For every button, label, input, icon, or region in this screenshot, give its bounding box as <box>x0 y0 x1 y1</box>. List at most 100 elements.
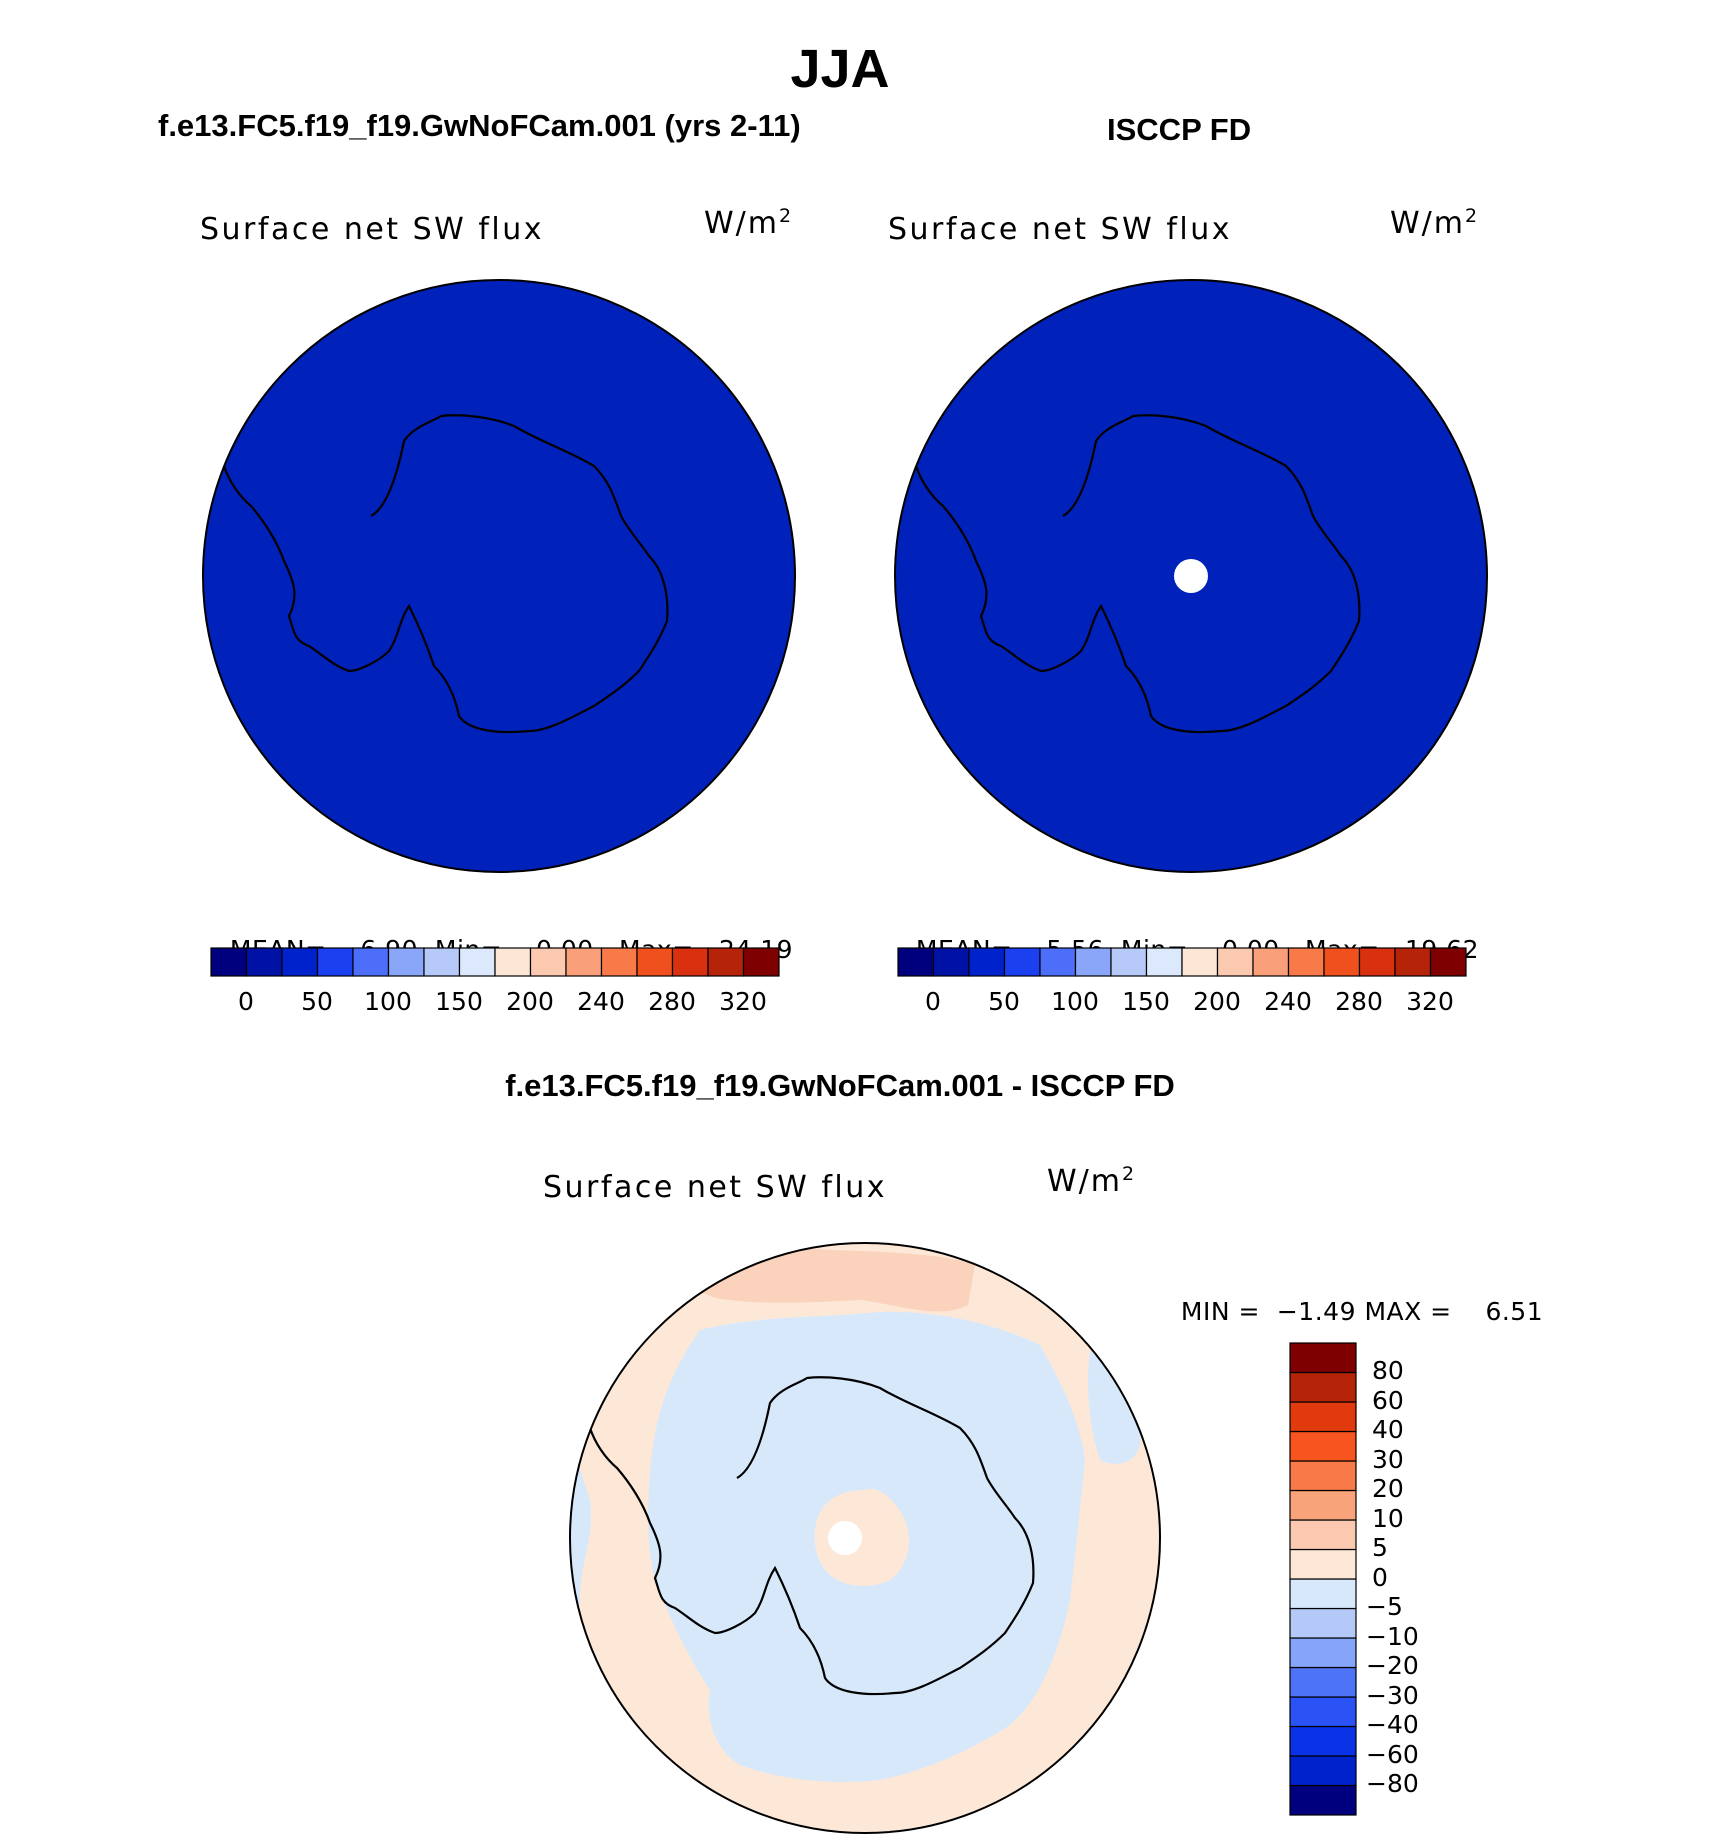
colorbar-tick-label: −5 <box>1366 1592 1403 1621</box>
colorbar-swatch <box>1289 1430 1357 1462</box>
colorbar-tick-label: −40 <box>1366 1710 1419 1739</box>
obs-colorbar <box>897 947 1467 977</box>
colorbar-tick-label: −10 <box>1366 1622 1419 1651</box>
colorbar-swatch <box>1394 947 1432 977</box>
model-colorbar <box>210 947 780 977</box>
model-panel-title: f.e13.FC5.f19_f19.GwNoFCam.001 (yrs 2-11… <box>158 108 801 143</box>
colorbar-swatch <box>1289 1784 1357 1816</box>
colorbar-swatch <box>210 947 248 977</box>
colorbar-tick-label: −30 <box>1366 1681 1419 1710</box>
colorbar-tick-label: 0 <box>925 987 941 1016</box>
colorbar-swatch <box>423 947 461 977</box>
colorbar-tick-label: −80 <box>1366 1769 1419 1798</box>
colorbar-tick-label: 5 <box>1372 1533 1388 1562</box>
difference-polar-map <box>569 1242 1161 1834</box>
coastline-path <box>222 414 669 734</box>
colorbar-tick-label: 280 <box>1335 987 1383 1016</box>
colorbar-swatch <box>1289 1666 1357 1698</box>
colorbar-tick-label: 0 <box>238 987 254 1016</box>
colorbar-tick-label: 80 <box>1372 1356 1404 1385</box>
colorbar-tick-label: 150 <box>1122 987 1170 1016</box>
colorbar-swatch <box>1289 1548 1357 1580</box>
colorbar-swatch <box>281 947 319 977</box>
colorbar-swatch <box>968 947 1006 977</box>
colorbar-swatch <box>1181 947 1219 977</box>
colorbar-tick-label: −20 <box>1366 1651 1419 1680</box>
colorbar-tick-label: 320 <box>1406 987 1454 1016</box>
colorbar-swatch <box>352 947 390 977</box>
colorbar-swatch <box>1289 1607 1357 1639</box>
diff-variable-label: Surface net SW flux <box>543 1170 887 1205</box>
colorbar-swatch <box>1289 1696 1357 1728</box>
colorbar-swatch <box>316 947 354 977</box>
diff-colorbar <box>1289 1342 1357 1816</box>
colorbar-tick-label: 200 <box>1193 987 1241 1016</box>
colorbar-tick-label: 240 <box>1264 987 1312 1016</box>
colorbar-tick-label: 50 <box>988 987 1020 1016</box>
colorbar-swatch <box>742 947 780 977</box>
colorbar-swatch <box>897 947 935 977</box>
colorbar-swatch <box>387 947 425 977</box>
colorbar-tick-label: −60 <box>1366 1740 1419 1769</box>
missing-data-pole <box>1174 559 1208 593</box>
colorbar-swatch <box>1003 947 1041 977</box>
model-polar-map <box>202 279 796 873</box>
colorbar-swatch <box>1289 1342 1357 1374</box>
colorbar-swatch <box>529 947 567 977</box>
colorbar-swatch <box>1289 1371 1357 1403</box>
colorbar-tick-label: 50 <box>301 987 333 1016</box>
colorbar-swatch <box>1216 947 1254 977</box>
colorbar-swatch <box>1110 947 1148 977</box>
colorbar-tick-label: 0 <box>1372 1563 1388 1592</box>
colorbar-tick-label: 10 <box>1372 1504 1404 1533</box>
colorbar-swatch <box>458 947 496 977</box>
colorbar-tick-label: 280 <box>648 987 696 1016</box>
colorbar-swatch <box>1145 947 1183 977</box>
antarctica-coastline <box>222 414 669 734</box>
colorbar-tick-label: 150 <box>435 987 483 1016</box>
colorbar-swatch <box>1289 1401 1357 1433</box>
colorbar-tick-label: 320 <box>719 987 767 1016</box>
colorbar-tick-label: 100 <box>364 987 412 1016</box>
coastline-path <box>588 1376 1035 1696</box>
colorbar-swatch <box>1358 947 1396 977</box>
colorbar-swatch <box>1039 947 1077 977</box>
colorbar-swatch <box>671 947 709 977</box>
colorbar-swatch <box>1289 1725 1357 1757</box>
colorbar-swatch <box>932 947 970 977</box>
obs-units-label: W/m2 <box>1390 205 1480 241</box>
colorbar-tick-label: 20 <box>1372 1474 1404 1503</box>
colorbar-swatch <box>1252 947 1290 977</box>
colorbar-swatch <box>1287 947 1325 977</box>
colorbar-swatch <box>636 947 674 977</box>
colorbar-swatch <box>1289 1460 1357 1492</box>
model-variable-label: Surface net SW flux <box>200 212 544 247</box>
colorbar-tick-label: 100 <box>1051 987 1099 1016</box>
colorbar-swatch <box>707 947 745 977</box>
colorbar-swatch <box>1429 947 1467 977</box>
obs-panel-title: ISCCP FD <box>1107 112 1252 147</box>
colorbar-tick-label: 60 <box>1372 1386 1404 1415</box>
colorbar-tick-label: 30 <box>1372 1445 1404 1474</box>
colorbar-swatch <box>1074 947 1112 977</box>
difference-panel-title: f.e13.FC5.f19_f19.GwNoFCam.001 - ISCCP F… <box>505 1068 1175 1103</box>
diff-units-label: W/m2 <box>1047 1163 1137 1199</box>
diff-stats: MIN = −1.49 MAX = 6.51 <box>1180 1297 1544 1326</box>
model-units-label: W/m2 <box>704 205 794 241</box>
coastline-path <box>914 414 1361 734</box>
colorbar-tick-label: 240 <box>577 987 625 1016</box>
colorbar-swatch <box>1289 1519 1357 1551</box>
colorbar-swatch <box>1289 1578 1357 1610</box>
obs-polar-map <box>894 279 1488 873</box>
colorbar-swatch <box>565 947 603 977</box>
colorbar-tick-label: 200 <box>506 987 554 1016</box>
obs-variable-label: Surface net SW flux <box>888 212 1232 247</box>
colorbar-swatch <box>245 947 283 977</box>
missing-data-pole <box>828 1521 862 1555</box>
difference-map-border <box>569 1242 1161 1834</box>
antarctica-coastline <box>588 1376 1035 1696</box>
colorbar-swatch <box>494 947 532 977</box>
colorbar-swatch <box>1289 1637 1357 1669</box>
colorbar-tick-label: 40 <box>1372 1415 1404 1444</box>
